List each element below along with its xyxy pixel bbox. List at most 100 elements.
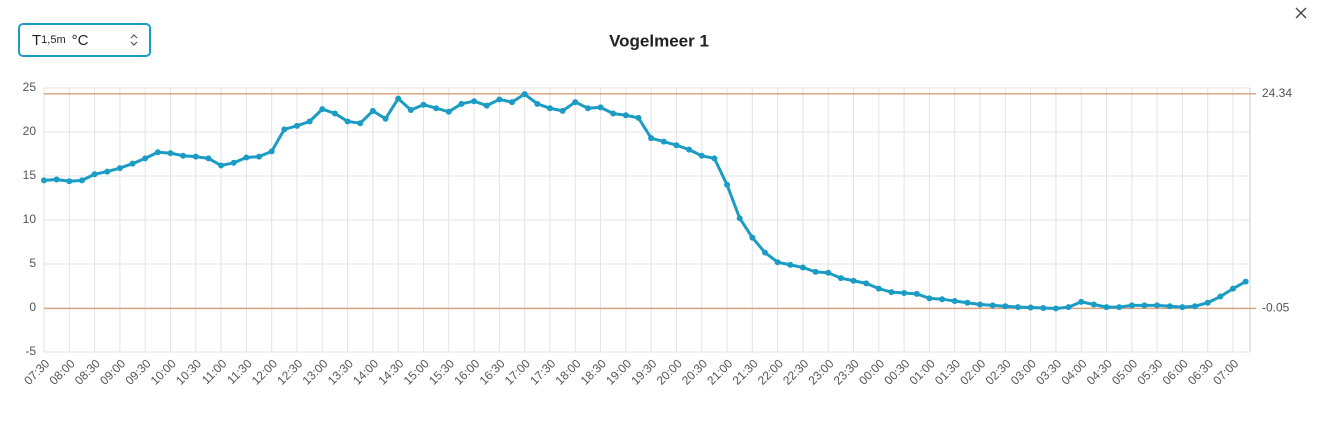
chart-title: Vogelmeer 1 [609,31,709,50]
x-tick-label: 00:00 [856,356,887,387]
x-tick-label: 12:00 [249,356,280,387]
data-point [825,269,832,276]
x-tick-label: 05:00 [1109,356,1140,387]
y-tick-label: 10 [23,212,37,226]
data-point [1090,301,1097,308]
data-point [180,152,187,159]
data-point [154,149,161,156]
data-point [799,264,806,271]
data-point [521,91,528,98]
close-button[interactable] [1294,6,1308,20]
data-point [787,261,794,268]
y-tick-label: 0 [29,300,36,314]
x-tick-label: 03:30 [1033,356,1064,387]
data-point [698,152,705,159]
data-point [724,181,731,188]
x-tick-label: 03:00 [1008,356,1039,387]
x-tick-label: 10:30 [173,356,204,387]
data-point [635,114,642,121]
x-tick-label: 18:30 [578,356,609,387]
y-tick-label: 5 [29,256,36,270]
reference-label: -0.05 [1262,301,1290,315]
data-point [686,146,693,153]
x-tick-label: 23:30 [831,356,862,387]
data-point [420,101,427,108]
select-subscript: 1,5m [41,34,66,46]
data-point [1179,304,1186,311]
data-point [584,105,591,112]
data-point [660,138,667,145]
data-point [1128,302,1135,309]
data-point [218,162,225,169]
data-point [205,155,212,162]
data-point [41,177,47,184]
data-point [913,290,920,297]
data-point [382,115,389,122]
data-point [116,165,123,172]
x-tick-label: 01:30 [932,356,963,387]
x-tick-label: 21:30 [730,356,761,387]
data-point [939,296,946,303]
x-tick-label: 13:30 [325,356,356,387]
x-tick-label: 10:00 [148,356,179,387]
data-point [1230,285,1236,292]
data-point [901,290,908,297]
x-tick-label: 04:00 [1058,356,1089,387]
data-point [610,110,617,117]
data-point [875,285,882,292]
x-tick-label: 02:30 [983,356,1014,387]
data-point [1014,304,1021,311]
data-point [863,280,870,287]
chevron-icon [130,34,138,46]
data-point [395,95,402,102]
x-tick-label: 08:30 [72,356,103,387]
x-tick-label: 14:30 [375,356,406,387]
x-tick-label: 17:30 [527,356,558,387]
data-point [774,259,781,266]
select-label: T [32,31,42,49]
data-point [648,135,655,142]
x-tick-label: 14:00 [350,356,381,387]
x-tick-label: 18:00 [552,356,583,387]
data-point [837,275,844,282]
data-point [1166,303,1173,310]
series-line [43,92,1247,310]
x-tick-label: 06:00 [1160,356,1191,387]
data-point [192,153,199,160]
x-tick-label: 07:00 [1210,356,1241,387]
x-tick-label: 22:30 [780,356,811,387]
data-point [509,99,516,106]
data-point [1002,303,1009,310]
x-tick-label: 01:00 [907,356,938,387]
data-point [281,126,288,133]
data-point [1217,293,1224,300]
x-tick-label: 02:00 [957,356,988,387]
x-tick-label: 08:00 [47,356,78,387]
data-point [926,295,933,302]
x-tick-label: 15:30 [426,356,457,387]
data-point [293,122,300,129]
data-point [471,98,478,105]
data-point [850,277,857,284]
x-tick-label: 22:00 [755,356,786,387]
data-point [458,100,465,107]
data-point [230,159,237,166]
data-point [369,107,376,114]
data-point [306,118,313,125]
data-point [597,104,604,111]
data-point [91,171,98,178]
data-point [534,100,541,107]
select-unit: °C [71,31,89,49]
data-point [1065,304,1072,311]
data-point [622,112,629,119]
data-point [1040,305,1047,311]
x-tick-label: 21:00 [704,356,735,387]
data-point [749,234,756,241]
x-tick-label: 09:00 [97,356,128,387]
data-point [812,268,819,275]
variable-select[interactable]: T 1,5m °C [18,23,151,57]
data-point [572,99,579,106]
data-point [268,148,275,155]
x-tick-label: 09:30 [122,356,153,387]
data-point [243,154,250,161]
